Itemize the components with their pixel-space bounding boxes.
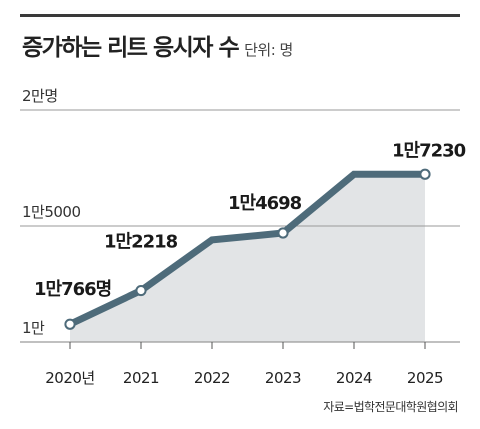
x-tick-label: 2025 [407,369,443,387]
x-tick-label: 2022 [194,369,230,387]
data-label: 1만7230 [392,140,466,161]
x-tick-label: 2023 [265,369,301,387]
y-tick-label: 1만5000 [22,203,81,221]
data-point-marker [277,227,289,239]
data-label: 1만2218 [104,232,178,253]
data-label: 1만4698 [228,193,302,214]
data-point-marker [419,168,431,180]
area-fill [70,174,425,342]
data-point-marker [64,318,76,330]
y-tick-label: 1만 [22,319,45,337]
source-note: 자료=법학전문대학원협의회 [323,400,458,414]
data-label: 1만766명 [34,279,111,300]
chart-title: 증가하는 리트 응시자 수 단위: 명 [22,28,293,62]
x-tick-label: 2021 [123,369,159,387]
unit-label: 단위: 명 [244,41,293,59]
y-tick-label: 2만명 [22,87,58,105]
x-tick-label: 2020년 [45,369,94,387]
top-rule [20,14,460,17]
chart-title-text: 증가하는 리트 응시자 수 [22,35,240,61]
data-point-marker [135,284,147,297]
series-line [68,170,425,328]
x-tick-label: 2024 [336,369,372,387]
